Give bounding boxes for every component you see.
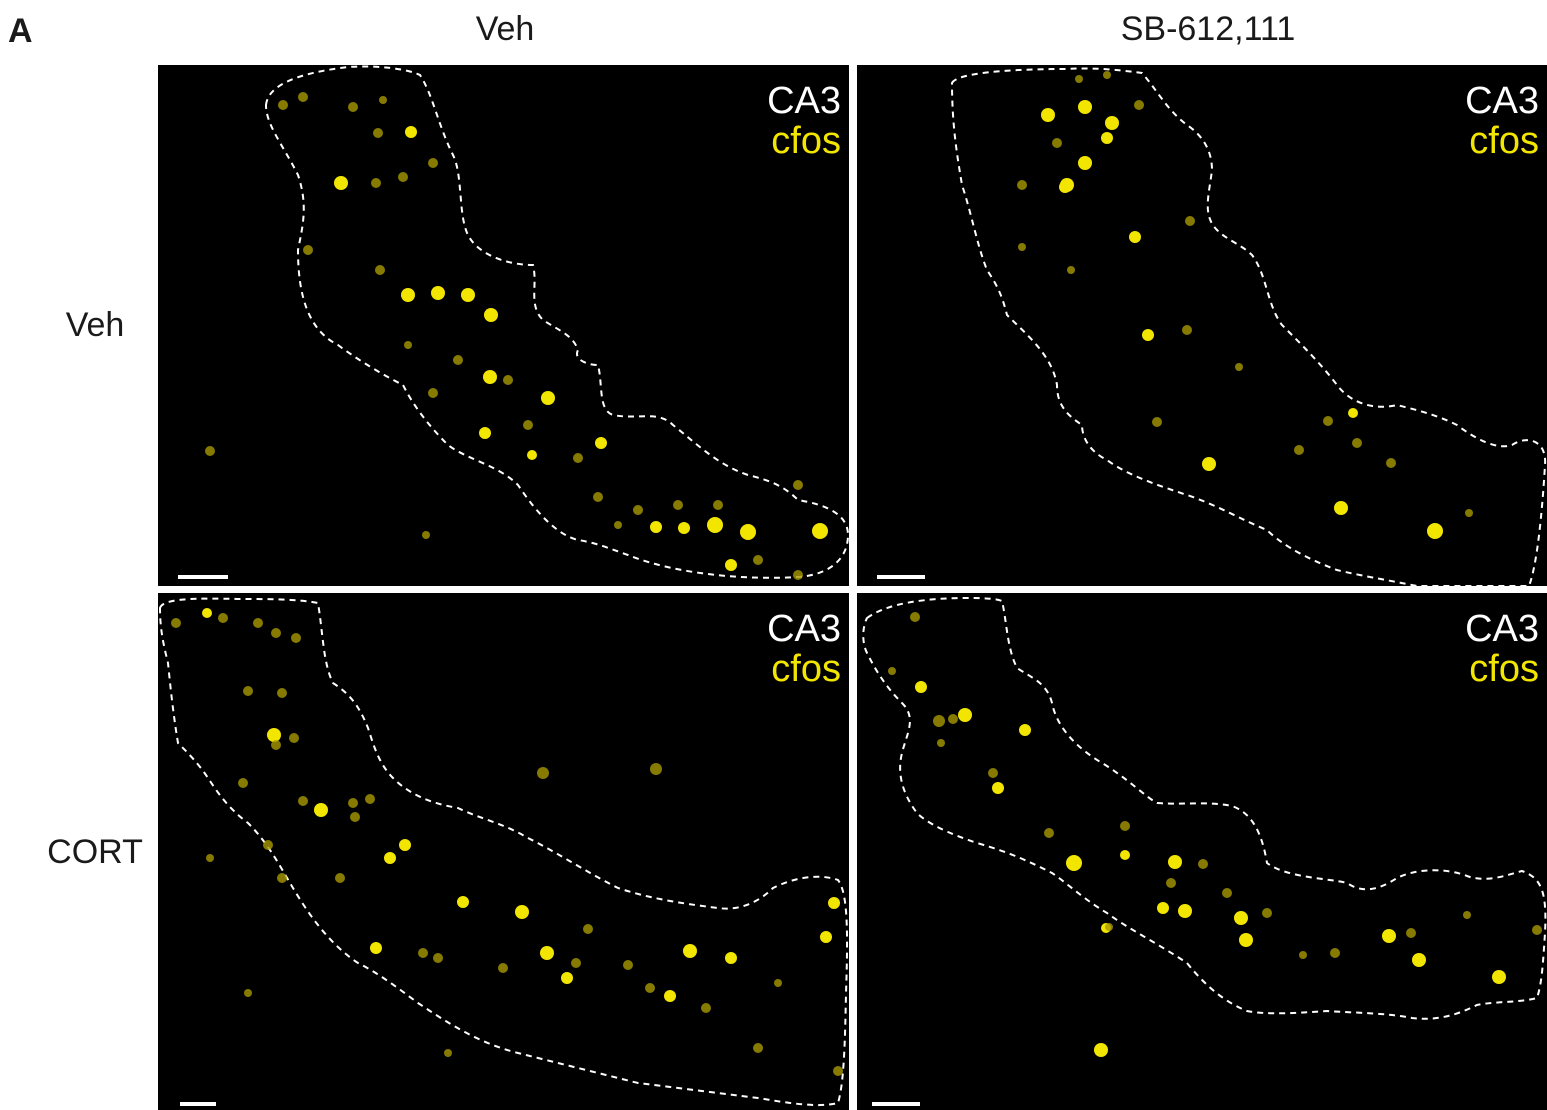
scale-bar	[872, 1102, 920, 1106]
scale-bar	[178, 575, 228, 579]
legend-region: CA3	[1465, 80, 1539, 122]
scale-bar	[877, 575, 925, 579]
micrograph-image	[950, 67, 1547, 586]
micrograph-image	[862, 596, 1547, 1057]
micrograph-veh-veh: CA3 cfos	[158, 65, 849, 586]
micrograph-cort-sb: CA3 cfos	[857, 593, 1547, 1110]
panel-letter: A	[8, 12, 33, 50]
legend-marker: cfos	[771, 648, 841, 690]
legend-region: CA3	[767, 80, 841, 122]
legend: CA3 cfos	[1465, 609, 1539, 689]
column-label-veh: Veh	[475, 10, 535, 48]
legend-marker: cfos	[1469, 648, 1539, 690]
micrograph-veh-sb: CA3 cfos	[857, 65, 1547, 586]
row-label-cort: CORT	[47, 833, 143, 871]
legend: CA3 cfos	[1465, 81, 1539, 161]
scale-bar	[180, 1102, 216, 1106]
column-label-sb: SB-612,111	[1120, 10, 1296, 48]
legend-marker: cfos	[1469, 120, 1539, 162]
legend: CA3 cfos	[767, 81, 841, 161]
row-label-veh: Veh	[65, 306, 125, 344]
micrograph-image	[158, 597, 849, 1107]
legend-region: CA3	[767, 608, 841, 650]
legend-region: CA3	[1465, 608, 1539, 650]
legend: CA3 cfos	[767, 609, 841, 689]
micrograph-image	[205, 65, 849, 580]
micrograph-cort-veh: CA3 cfos	[158, 593, 849, 1110]
legend-marker: cfos	[771, 120, 841, 162]
